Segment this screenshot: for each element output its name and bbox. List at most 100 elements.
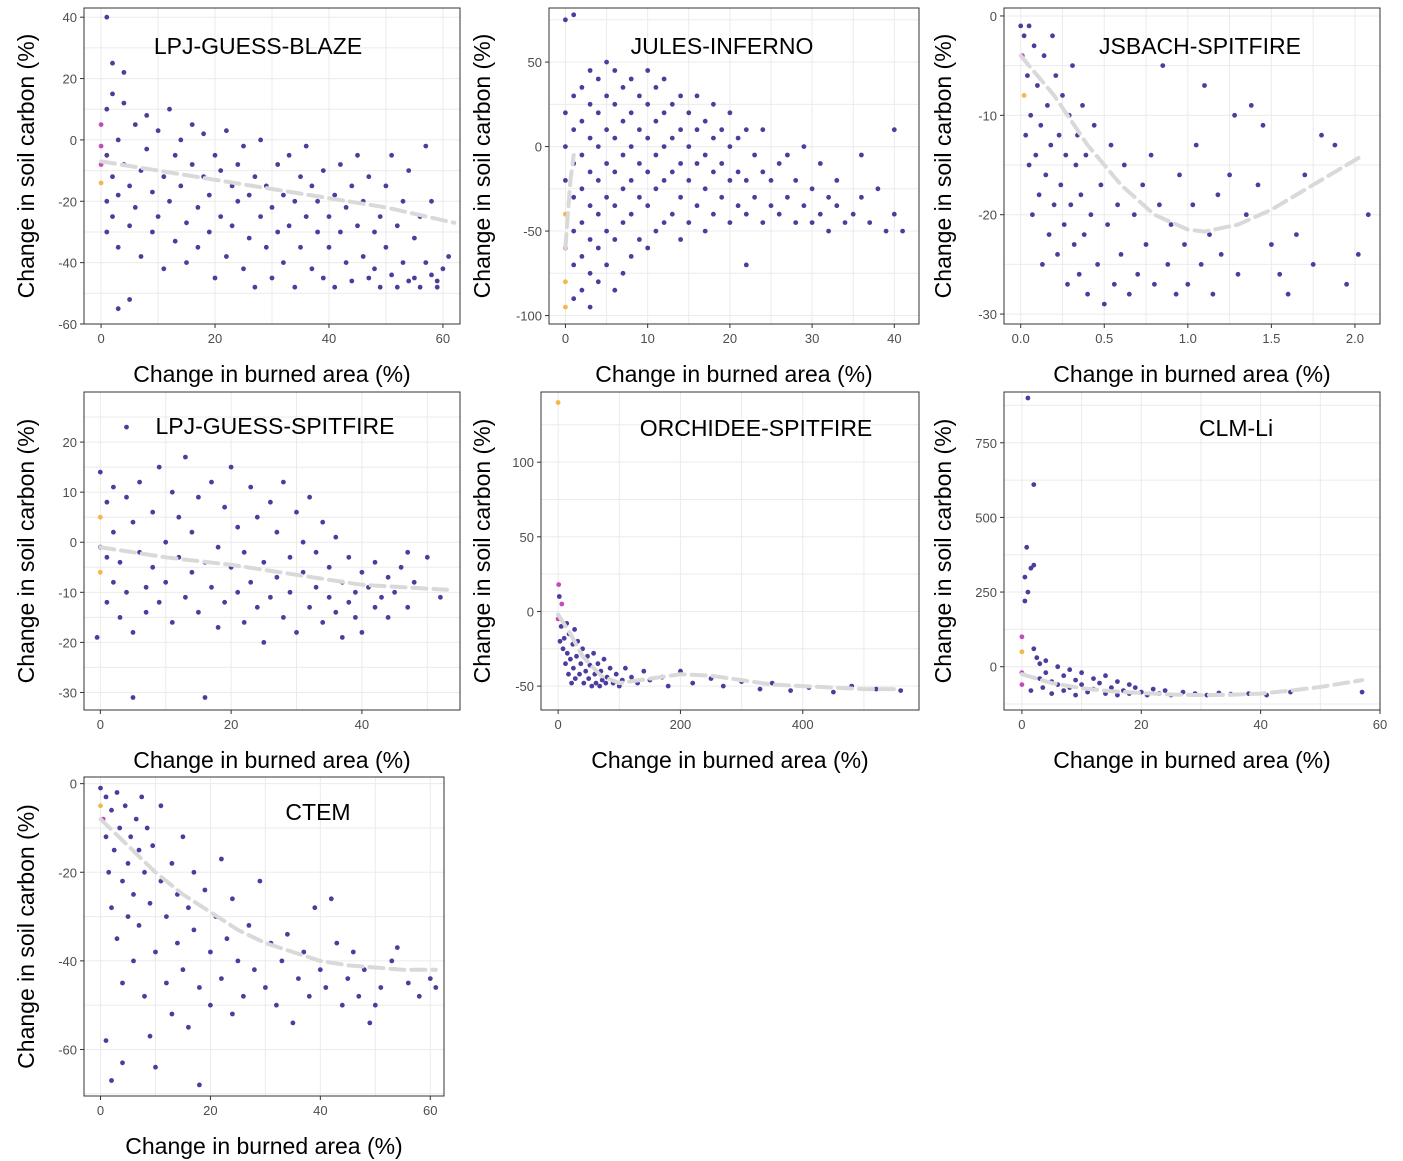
data-point (678, 161, 683, 166)
data-point (116, 306, 121, 311)
data-point (1249, 103, 1254, 108)
data-point (744, 127, 749, 132)
data-point (170, 1012, 175, 1017)
data-point (645, 170, 650, 175)
data-point (181, 967, 186, 972)
data-point (131, 695, 136, 700)
data-point (1073, 693, 1078, 698)
y-tick-label: 500 (975, 510, 997, 525)
x-tick-label: 60 (436, 331, 450, 346)
panel-title: JULES-INFERNO (631, 33, 814, 59)
data-point (144, 147, 149, 152)
data-point (1031, 563, 1036, 568)
data-point (99, 122, 104, 127)
data-point (777, 161, 782, 166)
data-point (1319, 133, 1324, 138)
data-point (133, 205, 138, 210)
data-point (264, 245, 269, 250)
data-point (678, 94, 683, 99)
x-tick-label: 20 (723, 331, 737, 346)
data-point (1035, 83, 1040, 88)
data-point (170, 861, 175, 866)
data-point (207, 230, 212, 235)
data-point (405, 550, 410, 555)
x-tick-label: 0 (97, 717, 104, 732)
data-point (1065, 282, 1070, 287)
data-point (752, 153, 757, 158)
y-axis-title: Change in soil carbon (%) (469, 34, 495, 299)
y-axis-title: Change in soil carbon (%) (13, 804, 39, 1069)
data-point (1057, 133, 1062, 138)
data-point (1165, 262, 1170, 267)
data-point (392, 590, 397, 595)
data-point (1356, 252, 1361, 257)
data-point (571, 12, 576, 17)
data-point (248, 485, 253, 490)
data-point (131, 520, 136, 525)
data-point (281, 260, 286, 265)
data-point (378, 985, 383, 990)
data-point (315, 199, 320, 204)
data-point (1133, 685, 1138, 690)
data-point (106, 870, 111, 875)
panel-7: 0 20 40 60-60-40-200CTEMChange in burned ar… (13, 777, 444, 1159)
data-point (604, 195, 609, 200)
data-point (304, 214, 309, 219)
data-point (1144, 242, 1149, 247)
data-point (834, 178, 839, 183)
data-point (588, 305, 593, 310)
panel-4: 0 20 40-30-20-1001020LPJ-GUESS-SPITFIRECha… (13, 392, 460, 773)
data-point (144, 585, 149, 590)
data-point (105, 500, 110, 505)
data-point (389, 153, 394, 158)
data-point (137, 480, 142, 485)
data-point (201, 131, 206, 136)
data-point (1042, 53, 1047, 58)
data-point (1026, 396, 1031, 401)
data-point (686, 110, 691, 115)
data-point (578, 661, 583, 666)
data-point (678, 127, 683, 132)
data-point (104, 199, 109, 204)
data-point (1079, 192, 1084, 197)
data-point (216, 545, 221, 550)
data-point (686, 178, 691, 183)
data-point (131, 959, 136, 964)
data-point (637, 195, 642, 200)
y-tick-label: 10 (63, 485, 77, 500)
x-tick-label: 40 (1253, 717, 1267, 732)
data-point (629, 144, 634, 149)
data-point (320, 620, 325, 625)
data-point (314, 550, 319, 555)
data-point (1092, 123, 1097, 128)
data-point (604, 229, 609, 234)
data-point (340, 1003, 345, 1008)
data-point (711, 136, 716, 141)
data-point (892, 212, 897, 217)
panel-2: 0 10 20 30 40-100-50050JULES-INFERNOChange i… (469, 8, 919, 387)
data-point (604, 60, 609, 65)
panel-3: 0.0 0.5 1.0 1.5 2.0-30-20-100JSBACH-SPITFIRE… (930, 8, 1380, 387)
data-point (186, 1025, 191, 1030)
data-point (163, 540, 168, 545)
data-point (157, 600, 162, 605)
data-point (604, 127, 609, 132)
x-axis-title: Change in burned area (%) (125, 1133, 402, 1159)
data-point (281, 615, 286, 620)
data-point (122, 101, 127, 106)
data-point (1151, 687, 1156, 692)
x-axis-title: Change in burned area (%) (133, 747, 410, 773)
data-point (1020, 634, 1025, 639)
data-point (235, 162, 240, 167)
data-point (263, 985, 268, 990)
data-point (252, 967, 257, 972)
data-point (338, 162, 343, 167)
data-point (1045, 103, 1050, 108)
data-point (1034, 655, 1039, 660)
data-point (654, 119, 659, 124)
data-point (662, 110, 667, 115)
data-point (406, 981, 411, 986)
y-tick-label: -50 (523, 224, 542, 239)
y-tick-label: 50 (528, 55, 542, 70)
data-point (608, 666, 613, 671)
